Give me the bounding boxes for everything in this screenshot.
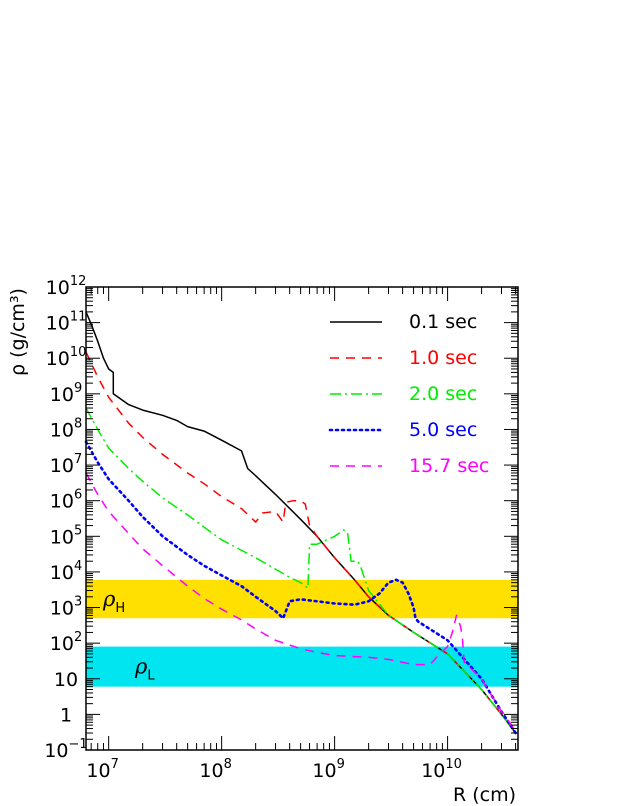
y-tick-label: 10−1 [44, 737, 87, 762]
y-tick-label: 106 [50, 488, 82, 513]
y-tick-label: 1 [60, 704, 72, 726]
x-tick-label: 109 [312, 757, 344, 782]
legend-label: 2.0 sec [409, 383, 477, 405]
series-line-3 [84, 440, 517, 735]
series-line-2 [85, 407, 517, 734]
x-axis-title: R (cm) [453, 784, 516, 806]
axis-ticks [86, 286, 518, 751]
y-tick-label: 10 [54, 669, 78, 691]
y-tick-label: 108 [50, 416, 82, 441]
y-tick-label: 104 [50, 559, 82, 584]
y-tick-label: 1011 [46, 310, 87, 335]
legend-label: 15.7 sec [409, 455, 489, 477]
y-tick-label: 102 [50, 630, 82, 655]
series-line-4 [85, 472, 517, 732]
y-axis-title: ρ (g/cm³) [7, 288, 29, 376]
series-lines [84, 311, 517, 735]
series-line-1 [85, 351, 517, 734]
x-tick-label: 108 [199, 757, 231, 782]
y-tick-label: 109 [50, 381, 82, 406]
x-tick-label: 1010 [421, 757, 462, 782]
legend-label: 5.0 sec [409, 419, 477, 441]
y-tick-label: 107 [50, 452, 82, 477]
plot-frame [85, 286, 519, 751]
legend-label: 0.1 sec [409, 311, 477, 333]
y-tick-label: 103 [50, 595, 82, 620]
y-tick-label: 1012 [46, 274, 87, 299]
x-tick-label: 107 [86, 757, 118, 782]
tick-labels: 107 108 109 1010 10−1 1 10 102 103 104 105 106 107 10… [44, 274, 462, 782]
legend: 0.1 sec 1.0 sec 2.0 sec 5.0 sec 15.7 sec [328, 311, 489, 477]
y-tick-label: 105 [50, 523, 82, 548]
legend-label: 1.0 sec [409, 347, 477, 369]
y-tick-label: 1010 [46, 345, 87, 370]
